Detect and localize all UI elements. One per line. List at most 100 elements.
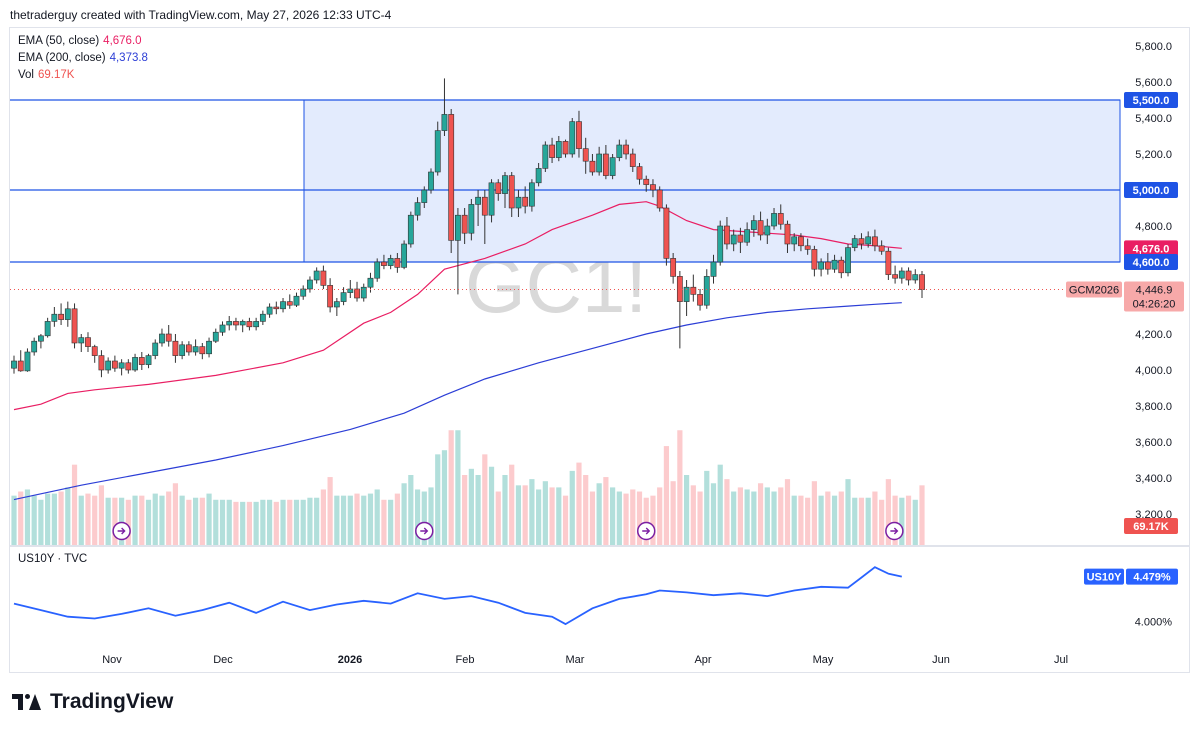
time-axis[interactable]: Nov Dec 2026 Feb Mar Apr May Jun Jul bbox=[10, 545, 1190, 666]
candle-body bbox=[818, 261, 825, 270]
legend-ema50[interactable]: EMA (50, close) 4,676.0 bbox=[18, 35, 142, 47]
candle-body bbox=[757, 220, 764, 236]
candle-body bbox=[737, 234, 744, 243]
candle-body bbox=[233, 321, 239, 326]
legend-ema200[interactable]: EMA (200, close) 4,373.8 bbox=[18, 52, 148, 64]
candle-body bbox=[623, 144, 629, 155]
candle-body bbox=[179, 344, 186, 356]
us10y-value-bg bbox=[1126, 568, 1178, 585]
volume-bar bbox=[280, 499, 286, 545]
y-tick-label: 5,400.0 bbox=[1135, 113, 1172, 125]
candle-body bbox=[535, 168, 542, 184]
volume-bar bbox=[334, 495, 340, 545]
volume-bar bbox=[905, 495, 912, 545]
volume-bar bbox=[610, 487, 616, 545]
volume-bar bbox=[811, 481, 817, 545]
volume-bar bbox=[92, 495, 98, 545]
candle-body bbox=[475, 196, 481, 205]
volume-bar bbox=[206, 493, 212, 545]
event-marker-arrow-icon bbox=[890, 527, 899, 535]
candle-body bbox=[414, 202, 421, 216]
candle-body bbox=[764, 225, 771, 236]
current-price-tag-bg bbox=[1124, 281, 1184, 312]
legend-us10y-label: US10Y · TVC bbox=[18, 553, 88, 565]
legend-us10y[interactable]: US10Y · TVC bbox=[18, 553, 87, 565]
candle-body bbox=[313, 270, 320, 281]
tradingview-logo[interactable]: TradingView bbox=[12, 690, 173, 714]
volume-bar bbox=[179, 495, 185, 545]
us10y-line bbox=[13, 566, 902, 626]
candle-body bbox=[872, 236, 878, 247]
volume-bar bbox=[159, 495, 165, 545]
volume-bar bbox=[798, 495, 804, 545]
volume-bar bbox=[562, 495, 569, 545]
volume-bar bbox=[441, 450, 448, 545]
tradingview-brand: TradingView bbox=[50, 690, 174, 713]
volume-bar bbox=[751, 491, 757, 545]
legend-ema200-label: EMA (200, close) bbox=[18, 52, 106, 64]
legend-vol[interactable]: Vol 69.17K bbox=[18, 69, 74, 81]
volume-bar bbox=[78, 495, 84, 545]
candle-body bbox=[898, 270, 905, 279]
volume-bar bbox=[240, 501, 246, 545]
candle-body bbox=[320, 270, 327, 286]
volume-bar bbox=[354, 493, 360, 545]
volume-bar bbox=[683, 475, 690, 545]
volume-bar bbox=[213, 499, 219, 545]
price-axis[interactable]: 3,200.03,400.03,600.03,800.04,000.04,200… bbox=[1135, 41, 1172, 521]
candle-body bbox=[259, 313, 266, 322]
event-marker-arrow-icon bbox=[117, 527, 126, 535]
x-tick-label: 2026 bbox=[338, 654, 362, 666]
volume-bar bbox=[31, 495, 37, 545]
volume-bar bbox=[872, 491, 878, 545]
candle-body bbox=[118, 362, 125, 369]
countdown-text: 04:26:20 bbox=[1133, 299, 1176, 311]
range-rectangle-group[interactable] bbox=[10, 99, 1121, 263]
volume-bar bbox=[536, 489, 542, 545]
event-markers[interactable] bbox=[112, 521, 904, 541]
volume-bar bbox=[307, 497, 313, 545]
candle-body bbox=[327, 285, 334, 308]
candle-body bbox=[91, 346, 98, 356]
volume-bar bbox=[105, 497, 111, 545]
range-rectangle bbox=[303, 99, 1121, 263]
volume-bar bbox=[771, 491, 777, 545]
volume-bar bbox=[589, 491, 596, 545]
x-tick-label: Dec bbox=[213, 654, 233, 666]
volume-bar bbox=[488, 466, 495, 545]
candle-body bbox=[528, 182, 535, 207]
price-tag-text: 5,500.0 bbox=[1133, 95, 1170, 107]
candle-body bbox=[145, 355, 152, 365]
volume-bar bbox=[690, 485, 696, 545]
volume-bar bbox=[145, 499, 152, 545]
volume-bar bbox=[657, 487, 663, 545]
candle-body bbox=[219, 324, 226, 333]
candle-body bbox=[132, 357, 138, 371]
volume-bar bbox=[273, 501, 279, 545]
candle-body bbox=[212, 331, 219, 342]
volume-bar bbox=[233, 501, 239, 545]
candle-body bbox=[394, 258, 401, 268]
candle-body bbox=[192, 346, 199, 353]
volume-bar bbox=[542, 481, 548, 545]
candle-body bbox=[750, 220, 757, 230]
price-tag-text: 5,000.0 bbox=[1133, 185, 1170, 197]
volume-bar bbox=[394, 493, 400, 545]
volume-bar bbox=[448, 430, 454, 545]
candle-body bbox=[744, 229, 751, 243]
candle-body bbox=[51, 313, 58, 322]
candle-body bbox=[784, 223, 791, 245]
volume-bar bbox=[139, 495, 145, 545]
volume-bar bbox=[663, 446, 670, 545]
volume-bar bbox=[899, 497, 905, 545]
candle-body bbox=[824, 261, 831, 270]
y-tick-label: 4,000.0 bbox=[1135, 365, 1172, 377]
volume-bar bbox=[367, 493, 374, 545]
candle-body bbox=[185, 344, 192, 353]
candle-body bbox=[730, 234, 737, 245]
price-tag-bg bbox=[1124, 182, 1178, 198]
us10y-value-text: 4.479% bbox=[1133, 572, 1171, 584]
candle-body bbox=[717, 225, 724, 263]
candle-body bbox=[455, 214, 461, 241]
